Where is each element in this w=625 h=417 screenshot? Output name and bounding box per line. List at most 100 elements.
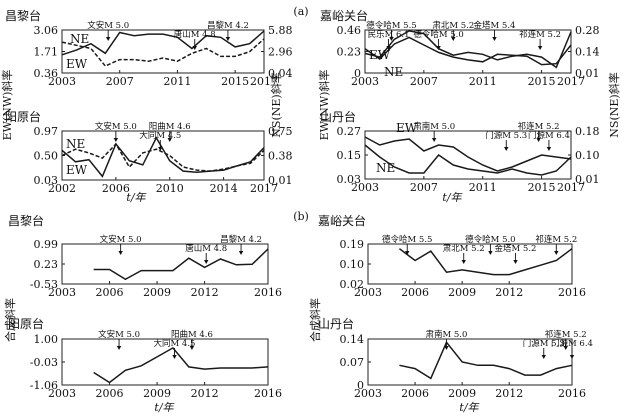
x-tick-label: 2003 xyxy=(354,286,382,299)
annotation-label: 德令哈M 5.0 xyxy=(413,29,463,40)
annotation-label: 祁连M 5.2 xyxy=(519,29,561,40)
x-tick-label: 2017 xyxy=(557,181,585,194)
y2-tick-label: 0.28 xyxy=(575,24,600,37)
y-tick-label: 0.19 xyxy=(340,238,365,251)
series-label: NE xyxy=(376,161,395,175)
annotation-arrowhead xyxy=(405,251,410,255)
y-tick-label: 0.97 xyxy=(34,125,59,138)
annotation-arrowhead xyxy=(116,346,122,350)
x-tick-label: 2016 xyxy=(558,387,586,400)
annotation-label: 昌黎M 4.2 xyxy=(220,234,262,245)
series-line-ne xyxy=(61,142,265,172)
chart-title: 山丹台 xyxy=(318,316,354,331)
x-tick-label: 2012 xyxy=(495,387,523,400)
annotation-label: 门源M 5.3 xyxy=(523,338,565,349)
annotation-label: 唐山M 4.8 xyxy=(174,29,216,40)
annotation-arrowhead xyxy=(537,46,543,50)
annotation-label: 阳曲M 4.6 xyxy=(171,329,213,340)
y2-tick-label: 0.38 xyxy=(268,150,293,163)
x-tick-label: 2002 xyxy=(48,182,76,195)
y2-tick-label: 0.75 xyxy=(268,125,293,138)
x-tick-label: 2012 xyxy=(495,286,523,299)
x-tick-label: 2010 xyxy=(156,182,184,195)
x-tick-label: 2011 xyxy=(469,75,497,88)
y-tick-label: 0.36 xyxy=(34,67,59,80)
annotation-label: 门源M 6.4 xyxy=(528,130,570,141)
series-line-ew xyxy=(364,30,572,69)
chart-title: 嘉峪关台 xyxy=(320,8,368,23)
x-tick-label: 2009 xyxy=(143,286,171,299)
y-tick-label: -0.03 xyxy=(30,356,58,369)
y-tick-label: 3.06 xyxy=(34,24,59,37)
x-tick-label: 2009 xyxy=(143,387,171,400)
y-tick-label: 0.02 xyxy=(340,278,365,291)
y-axis-label-a-right: NS(NE)斜率 xyxy=(607,72,621,137)
chart-a1: 昌黎台 2003 2007 2011 2015 2017 3.06 1.71 0.36 5.88 2… xyxy=(5,8,293,88)
x-tick-label: 2003 xyxy=(354,387,382,400)
annotation-label: 祁连M 5.2 xyxy=(535,234,577,245)
x-tick-label: 2003 xyxy=(351,75,379,88)
x-axis-label-a-right: t/年 xyxy=(442,191,462,204)
annotation-arrowhead xyxy=(431,138,437,142)
annotation-label: 肃北M 5.2 xyxy=(432,20,474,31)
annotation-arrowhead xyxy=(113,138,119,142)
y-tick-label: 0 xyxy=(354,67,361,80)
series-label: EW xyxy=(66,163,88,177)
series-line-ew xyxy=(61,136,265,178)
x-axis-label-b-left: t/年 xyxy=(154,401,174,414)
y2-tick-label: 0.14 xyxy=(575,46,600,59)
x-tick-label: 2017 xyxy=(250,75,278,88)
y2-tick-label: 5.88 xyxy=(268,24,293,37)
annotation-arrowhead xyxy=(436,46,441,50)
plot-frame xyxy=(61,29,265,74)
chart-a4: 山丹台 2003 2007 2011 2015 2017 0.27 0.15 0.03 0.18 0… xyxy=(320,109,600,194)
chart-b4: 山丹台 2003 2006 2009 2012 2016 0.14 0.07 0 肃南M 5.0 门… xyxy=(318,316,593,400)
annotation-label: 文安M 5.0 xyxy=(100,234,142,245)
y-tick-label: 0.07 xyxy=(340,356,365,369)
series-label: NE xyxy=(70,32,89,46)
y-tick-label: 0.50 xyxy=(34,150,59,163)
annotation-label: 肃南M 5.0 xyxy=(425,329,467,340)
annotation-arrowhead xyxy=(488,251,493,255)
y2-tick-label: 0.01 xyxy=(575,67,600,80)
y2-tick-label: 0.18 xyxy=(575,125,600,138)
panel-label-a: (a) xyxy=(293,5,308,18)
series-label: NE xyxy=(384,65,403,79)
y-tick-label: 0.03 xyxy=(34,174,59,187)
series-line-ew xyxy=(61,30,265,56)
y-axis-label-a-left: EW(NW)斜率 xyxy=(0,70,14,141)
annotation-label: 金塔M 5.2 xyxy=(495,243,537,254)
annotation-arrowhead xyxy=(546,147,552,151)
x-tick-label: 2016 xyxy=(558,286,586,299)
x-tick-label: 2003 xyxy=(48,286,76,299)
annotation-arrowhead xyxy=(225,37,231,41)
x-tick-label: 2006 xyxy=(401,286,429,299)
annotation-label: 大同M 4.5 xyxy=(139,130,181,141)
annotation-arrowhead xyxy=(451,37,456,41)
annotation-arrowhead xyxy=(105,37,111,41)
x-tick-label: 2015 xyxy=(528,75,556,88)
x-tick-label: 2017 xyxy=(250,182,278,195)
chart-a3: 阳原台 2002 2006 2010 2014 2017 0.97 0.50 0.03 0.75 0… xyxy=(5,109,293,195)
chart-title: 嘉峪关台 xyxy=(318,213,366,228)
chart-b1: 昌黎台 2003 2006 2009 2012 2016 0.99 0.23 -0.53 文安M … xyxy=(8,213,282,299)
y-axis-label-b-left: 合成斜率 xyxy=(3,298,17,342)
y2-tick-label: 2.96 xyxy=(268,46,293,59)
chart-title: 阳原台 xyxy=(5,109,41,124)
y-tick-label: 0.14 xyxy=(340,333,365,346)
x-tick-label: 2009 xyxy=(448,286,476,299)
annotation-arrowhead xyxy=(172,355,177,359)
annotation-arrowhead xyxy=(444,346,449,350)
x-axis-label-b-right: t/年 xyxy=(459,401,479,414)
series-line-ew xyxy=(364,136,572,172)
y2-tick-label: 0.01 xyxy=(268,174,293,187)
series-line-ne xyxy=(61,38,265,67)
chart-title: 阳原台 xyxy=(8,316,44,331)
annotation-arrowhead xyxy=(204,260,209,264)
x-tick-label: 2007 xyxy=(410,181,438,194)
annotation-arrowhead xyxy=(238,251,244,255)
series-label: NE xyxy=(66,137,85,151)
annotation-label: 文安M 5.0 xyxy=(98,329,140,340)
annotation-label: 大同M 4.5 xyxy=(154,338,196,349)
